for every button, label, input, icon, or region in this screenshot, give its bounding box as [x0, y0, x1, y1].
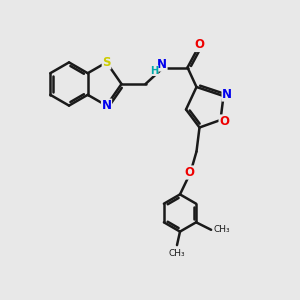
Text: O: O	[194, 38, 205, 52]
Text: CH₃: CH₃	[169, 249, 185, 258]
Text: O: O	[219, 115, 229, 128]
Text: N: N	[157, 58, 167, 71]
Text: S: S	[102, 56, 111, 69]
Text: N: N	[101, 99, 112, 112]
Text: O: O	[184, 166, 194, 179]
Text: N: N	[222, 88, 232, 101]
Text: H: H	[150, 65, 158, 76]
Text: CH₃: CH₃	[214, 225, 230, 234]
